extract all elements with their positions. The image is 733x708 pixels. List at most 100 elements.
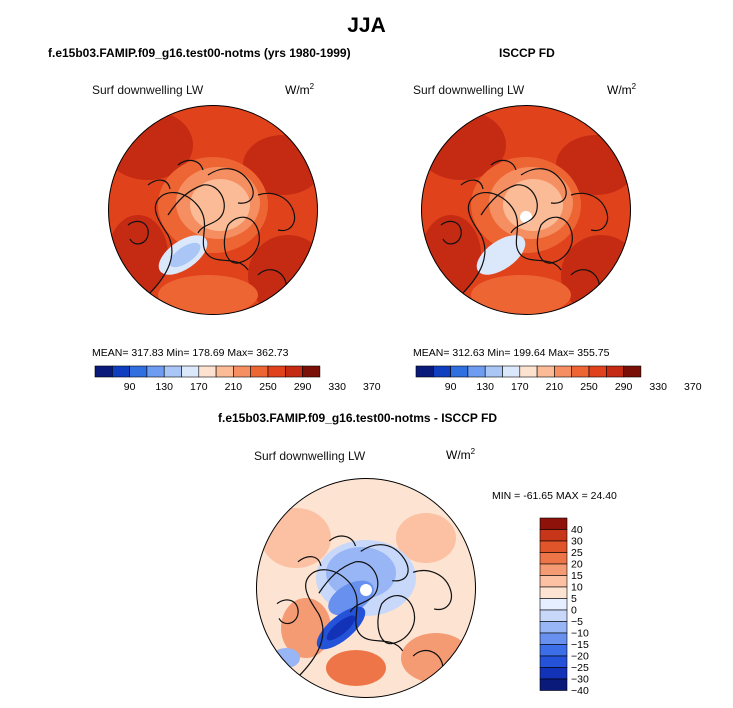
colorbar-swatch — [539, 621, 568, 634]
colorbar-tick-label: 330 — [328, 381, 346, 393]
units-label-diff: W/m2 — [446, 447, 476, 462]
colorbar-swatch — [467, 365, 486, 378]
panel-title-obs: ISCCP FD — [499, 46, 555, 60]
colorbar-swatch — [233, 365, 251, 378]
colorbar-swatch — [539, 575, 568, 588]
colorbar-swatch — [215, 365, 234, 378]
warm-patch — [471, 275, 571, 315]
colorbar-swatch — [539, 678, 568, 691]
colorbar-tick-label: 170 — [190, 381, 208, 393]
colorbar-tick-label: 90 — [124, 381, 136, 393]
coastline — [276, 535, 452, 685]
colorbar-tick-label: 15 — [571, 570, 583, 582]
colorbar-swatch — [539, 632, 568, 645]
polar-map-model — [108, 105, 318, 315]
colorbar-tick-label: 130 — [476, 381, 494, 393]
colorbar-swatch — [302, 365, 321, 378]
colorbar-swatch — [519, 365, 538, 378]
colorbar-swatch — [111, 365, 130, 378]
colorbar-model: 90 130 170 210 250 290 330 370 — [94, 365, 381, 393]
colorbar-swatch — [181, 365, 200, 378]
colorbar-tick-label: 0 — [571, 605, 577, 617]
arctic-ocean — [190, 179, 250, 231]
colorbar-swatch — [536, 365, 555, 378]
colorbar-tick-label: 210 — [225, 381, 243, 393]
map-boundary — [256, 478, 476, 698]
warm-anomaly — [326, 650, 386, 686]
colorbar-tick-label: 210 — [546, 381, 564, 393]
greenland-core — [169, 242, 201, 268]
coastline-segment — [207, 168, 254, 204]
colorbar-swatch — [623, 365, 642, 378]
colorbar-swatch — [539, 586, 568, 599]
colorbar-tick-label: −5 — [571, 616, 583, 628]
colorbar-tick-label: −10 — [571, 628, 589, 640]
greenland-anomaly-core — [326, 615, 356, 641]
colorbar-swatch — [146, 365, 165, 378]
coastline-segment — [490, 159, 517, 171]
coastline-segment — [297, 556, 322, 567]
pole-hole — [360, 584, 372, 596]
units-label-model: W/m2 — [285, 82, 315, 97]
coastline-segment — [460, 192, 562, 296]
coastline-segment — [147, 192, 249, 296]
colorbar-swatch — [539, 655, 568, 668]
colorbar-tick-label: 170 — [511, 381, 529, 393]
colorbar-tick-label: 30 — [571, 536, 583, 548]
coastline-segment — [460, 179, 484, 190]
variable-label-model: Surf downwelling LW — [92, 83, 204, 97]
coastline-segment — [440, 220, 462, 245]
units-label-obs: W/m2 — [607, 82, 637, 97]
colorbar-swatch — [415, 365, 434, 378]
coastline-segment — [328, 535, 357, 547]
colorbar-tick-label: −25 — [571, 662, 589, 674]
colorbar-swatch — [94, 365, 113, 378]
colorbar-swatch — [571, 365, 590, 378]
coastline-segment — [377, 595, 415, 645]
warm-patch — [158, 275, 258, 315]
warm-anomaly — [261, 508, 331, 568]
colorbar-swatch — [267, 365, 286, 378]
colorbar-swatch — [285, 365, 303, 378]
colorbar-obs: 90 130 170 210 250 290 330 370 — [415, 365, 702, 393]
page-title: JJA — [347, 14, 386, 37]
map-boundary — [421, 105, 631, 315]
coastline-segment — [360, 544, 409, 582]
colorbar-tick-label: 90 — [445, 381, 457, 393]
colorbar-tick-label: 370 — [363, 381, 381, 393]
colorbar-swatch — [539, 667, 568, 680]
colorbar-tick-label: −20 — [571, 651, 589, 663]
arctic-ocean — [503, 179, 563, 231]
colorbar-swatch — [484, 365, 503, 378]
warm-anomaly — [401, 633, 471, 683]
colorbar-tick-label: 250 — [259, 381, 277, 393]
coastline-segment — [257, 192, 296, 232]
colorbar-swatch — [250, 365, 269, 378]
colorbar-tick-label: 40 — [571, 524, 583, 536]
colorbar-tick-label: 20 — [571, 559, 583, 571]
colorbar-tick-label: −40 — [571, 685, 589, 697]
coastline-segment — [520, 168, 567, 204]
coastline-segment — [297, 569, 404, 678]
colorbar-swatch — [539, 552, 568, 565]
colorbar-swatch — [539, 529, 568, 542]
colorbar-swatch — [554, 365, 572, 378]
panel-title-model: f.e15b03.FAMIP.f09_g16.test00-notms (yrs… — [48, 46, 351, 60]
colorbar-swatch — [539, 563, 568, 576]
colorbar-swatch — [606, 365, 624, 378]
coastline-segment — [223, 216, 260, 264]
colorbar-tick-label: 5 — [571, 593, 577, 605]
stats-obs: MEAN= 312.63 Min= 199.64 Max= 355.75 — [413, 347, 610, 359]
colorbar-tick-label: 130 — [155, 381, 173, 393]
pole-hole — [520, 211, 532, 223]
map-field — [256, 478, 476, 698]
colorbar-swatch — [539, 598, 568, 611]
coastline-segment — [127, 220, 149, 245]
coastline-segment — [318, 561, 379, 613]
colorbar-tick-label: −15 — [571, 639, 589, 651]
coastline-segment — [276, 599, 299, 625]
colorbar-swatch — [432, 365, 451, 378]
coastline — [127, 159, 296, 302]
colorbar-swatch — [163, 365, 182, 378]
